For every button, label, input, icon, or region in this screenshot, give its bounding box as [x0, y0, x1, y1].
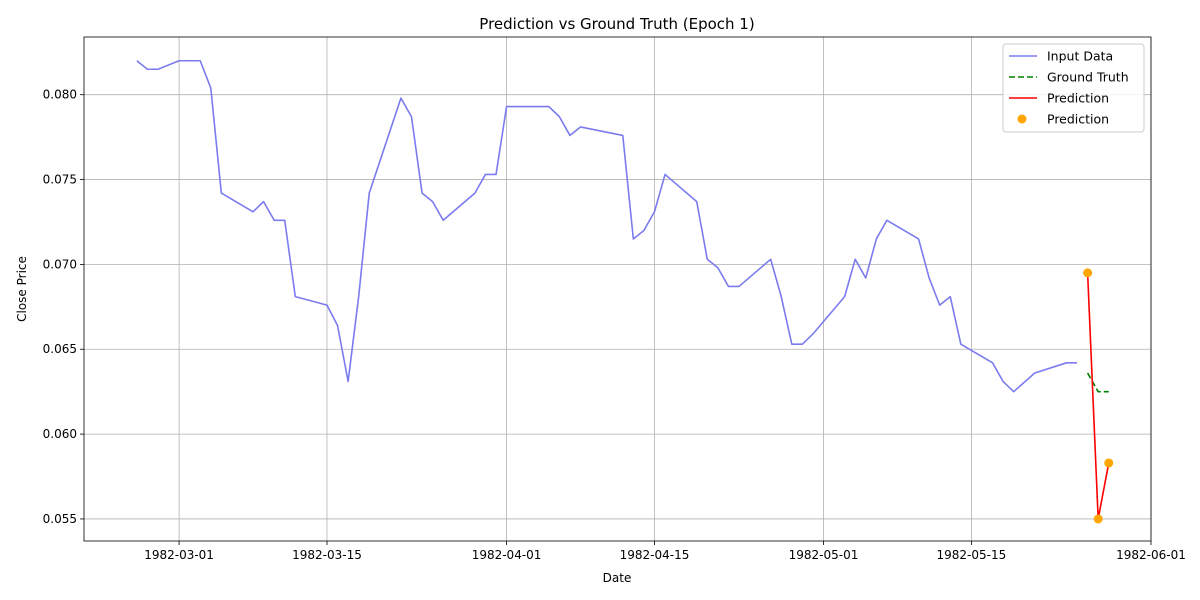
- y-axis-label: Close Price: [15, 256, 29, 322]
- legend: Input Data Ground Truth Prediction Predicti…: [1002, 43, 1145, 133]
- y-tick-label: 0.080: [43, 88, 77, 102]
- plot-frame: [83, 36, 1152, 542]
- y-tick-label: 0.055: [43, 512, 77, 526]
- x-tick-label: 1982-05-01: [789, 548, 859, 562]
- prediction-point: [1093, 514, 1103, 524]
- x-ticks: 1982-03-01 1982-03-15 1982-04-01 1982-04-15…: [144, 541, 1186, 562]
- input-data-line: [136, 59, 1078, 393]
- plot-series: [136, 59, 1114, 524]
- legend-label: Prediction: [1047, 91, 1109, 106]
- x-tick-label: 1982-03-01: [144, 548, 214, 562]
- legend-entry: Prediction: [1009, 91, 1109, 106]
- legend-entry: Input Data: [1009, 49, 1113, 64]
- y-tick-label: 0.060: [43, 427, 77, 441]
- chart-title: Prediction vs Ground Truth (Epoch 1): [479, 15, 754, 33]
- legend-entry: Ground Truth: [1009, 70, 1129, 85]
- y-tick-label: 0.070: [43, 257, 77, 271]
- legend-box: [1002, 43, 1145, 133]
- x-tick-label: 1982-04-01: [472, 548, 542, 562]
- prediction-point: [1083, 268, 1093, 278]
- prediction-point: [1104, 458, 1114, 468]
- grid: [84, 37, 1152, 541]
- y-ticks: 0.055 0.060 0.065 0.070 0.075 0.080: [43, 88, 84, 526]
- y-tick-label: 0.065: [43, 342, 77, 356]
- x-axis-label: Date: [603, 571, 632, 585]
- x-tick-label: 1982-04-15: [620, 548, 690, 562]
- y-tick-label: 0.075: [43, 173, 77, 187]
- x-tick-label: 1982-03-15: [292, 548, 362, 562]
- legend-label: Input Data: [1047, 49, 1113, 64]
- legend-entry: Prediction: [1017, 112, 1109, 127]
- legend-marker: [1017, 114, 1027, 124]
- legend-label: Prediction: [1047, 112, 1109, 127]
- x-tick-label: 1982-06-01: [1116, 548, 1186, 562]
- legend-label: Ground Truth: [1047, 70, 1129, 85]
- x-tick-label: 1982-05-15: [937, 548, 1007, 562]
- ground-truth-line: [1086, 372, 1109, 393]
